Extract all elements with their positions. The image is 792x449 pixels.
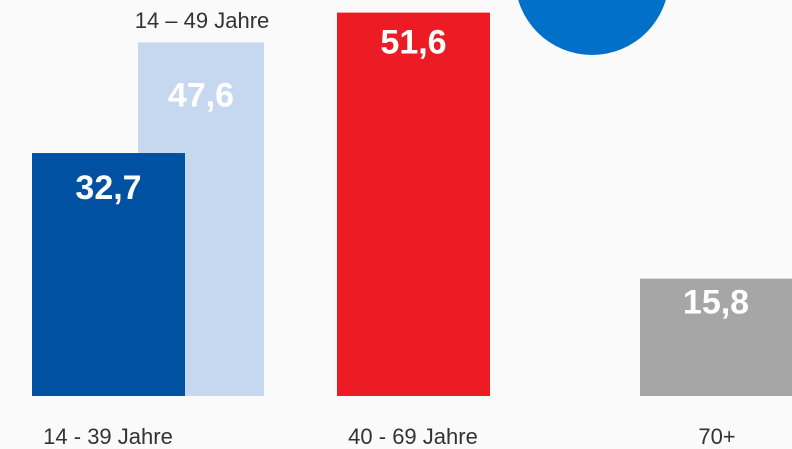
bar bbox=[640, 278, 792, 396]
value-label: 15,8 bbox=[683, 284, 749, 322]
value-label: 51,6 bbox=[380, 24, 446, 62]
decoration-circle bbox=[518, 0, 666, 55]
category-label: 40 - 69 Jahre bbox=[348, 424, 478, 449]
value-label: 32,7 bbox=[75, 169, 141, 207]
category-label: 14 - 39 Jahre bbox=[43, 424, 173, 449]
value-label: 47,6 bbox=[168, 76, 234, 114]
bar bbox=[337, 12, 490, 397]
category-label: 14 – 49 Jahre bbox=[135, 8, 270, 33]
bar bbox=[32, 153, 185, 396]
category-label: 70+ bbox=[698, 424, 735, 449]
